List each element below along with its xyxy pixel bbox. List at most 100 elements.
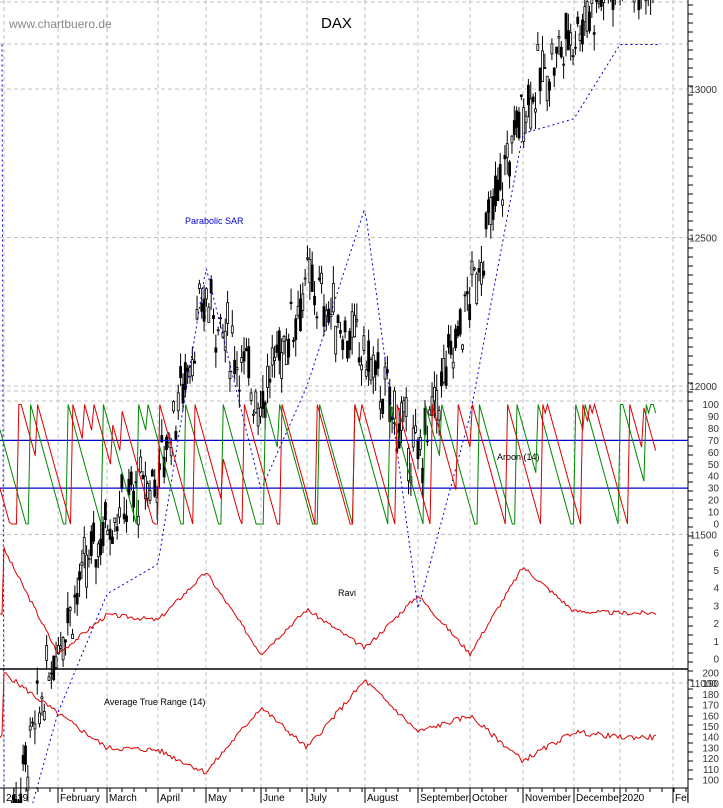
month-label: June bbox=[263, 793, 285, 803]
candle-body bbox=[590, 0, 594, 5]
candle-body bbox=[411, 427, 415, 448]
candle-body bbox=[174, 431, 178, 440]
candle-body bbox=[57, 645, 60, 655]
candle-body bbox=[449, 340, 453, 355]
candle-body bbox=[576, 16, 580, 25]
month-label: March bbox=[109, 793, 137, 803]
candle-body bbox=[306, 257, 309, 260]
candle-body bbox=[320, 272, 324, 285]
candle-body bbox=[249, 392, 253, 401]
candle-body bbox=[45, 645, 49, 661]
candle-body bbox=[118, 507, 121, 518]
atr-tick-label: 130 bbox=[702, 743, 719, 754]
sar-label: Parabolic SAR bbox=[185, 216, 244, 226]
candle-body bbox=[611, 0, 615, 10]
candle-body bbox=[291, 340, 295, 342]
candle-body bbox=[322, 306, 326, 327]
candle-body bbox=[277, 330, 281, 361]
candle-body bbox=[383, 366, 387, 380]
candle-body bbox=[237, 389, 241, 392]
candle-body bbox=[113, 517, 117, 523]
month-label: 2019 bbox=[6, 793, 29, 803]
candle-body bbox=[233, 359, 237, 375]
candle-body bbox=[179, 366, 183, 379]
candle-body bbox=[12, 794, 16, 808]
candle-body bbox=[303, 277, 307, 280]
candle-body bbox=[75, 592, 79, 605]
candle-body bbox=[327, 308, 331, 323]
candle-body bbox=[529, 98, 533, 129]
candle-body bbox=[64, 639, 67, 643]
candle-body bbox=[512, 120, 516, 136]
candle-body bbox=[129, 471, 133, 486]
month-label: April bbox=[160, 793, 180, 803]
candle-body bbox=[299, 298, 302, 332]
aroon-down-line bbox=[0, 402, 657, 525]
candle-body bbox=[296, 305, 300, 316]
candle-body bbox=[209, 279, 213, 294]
candle-body bbox=[541, 50, 544, 82]
candle-body bbox=[578, 33, 582, 41]
candle-body bbox=[96, 543, 100, 557]
candle-body bbox=[374, 361, 378, 376]
candle-body bbox=[240, 357, 244, 363]
candle-body bbox=[89, 531, 93, 556]
month-label: September bbox=[420, 793, 470, 803]
candle-body bbox=[574, 46, 577, 49]
candle-body bbox=[181, 383, 185, 404]
candle-body bbox=[519, 94, 523, 97]
candle-body bbox=[357, 357, 361, 363]
candle-body bbox=[310, 264, 314, 292]
atr-tick-label: 190 bbox=[702, 679, 719, 690]
candle-body bbox=[115, 526, 119, 532]
candle-body bbox=[367, 340, 371, 372]
candle-body bbox=[371, 354, 375, 378]
candle-body bbox=[230, 325, 234, 334]
candle-body bbox=[381, 398, 385, 414]
atr-line bbox=[0, 672, 657, 775]
atr-tick-label: 140 bbox=[702, 733, 719, 744]
candle-body bbox=[99, 538, 103, 555]
candle-body bbox=[595, 0, 598, 2]
candle-body bbox=[49, 672, 53, 675]
candle-body bbox=[284, 339, 288, 365]
atr-tick-label: 170 bbox=[702, 701, 719, 712]
aroon-tick-label: 30 bbox=[708, 484, 720, 495]
candle-body bbox=[324, 310, 328, 317]
candle-body bbox=[447, 334, 450, 348]
candle-body bbox=[33, 723, 37, 730]
candle-body bbox=[120, 474, 124, 490]
candle-body bbox=[106, 530, 110, 535]
candle-body bbox=[122, 513, 126, 520]
candle-body bbox=[414, 425, 418, 433]
price-tick-label: 12000 bbox=[689, 382, 717, 393]
candle-body bbox=[73, 594, 77, 598]
candle-body bbox=[317, 277, 321, 280]
candle-body bbox=[353, 315, 356, 338]
atr-tick-label: 100 bbox=[702, 776, 719, 787]
aroon-tick-label: 100 bbox=[702, 400, 719, 411]
candle-body bbox=[585, 1, 589, 32]
month-label: December bbox=[576, 793, 623, 803]
aroon-tick-label: 80 bbox=[708, 424, 720, 435]
candle-body bbox=[566, 30, 570, 51]
candle-body bbox=[451, 361, 455, 369]
candle-body bbox=[270, 347, 274, 366]
candle-body bbox=[268, 378, 272, 383]
candle-body bbox=[597, 1, 601, 5]
candle-body bbox=[463, 294, 467, 297]
candle-body bbox=[197, 283, 201, 290]
candle-body bbox=[35, 680, 39, 684]
candle-body bbox=[190, 359, 194, 377]
month-label: February bbox=[60, 793, 100, 803]
candle-body bbox=[496, 179, 500, 202]
ravi-label: Ravi bbox=[338, 588, 356, 598]
candle-body bbox=[432, 386, 436, 402]
candle-body bbox=[407, 448, 410, 482]
candle-body bbox=[393, 390, 396, 420]
candle-body bbox=[331, 282, 335, 313]
candle-body bbox=[527, 84, 530, 106]
aroon-tick-label: 70 bbox=[708, 436, 720, 447]
right-axis: 1050011000115001200012500130001350001020… bbox=[687, 0, 720, 803]
